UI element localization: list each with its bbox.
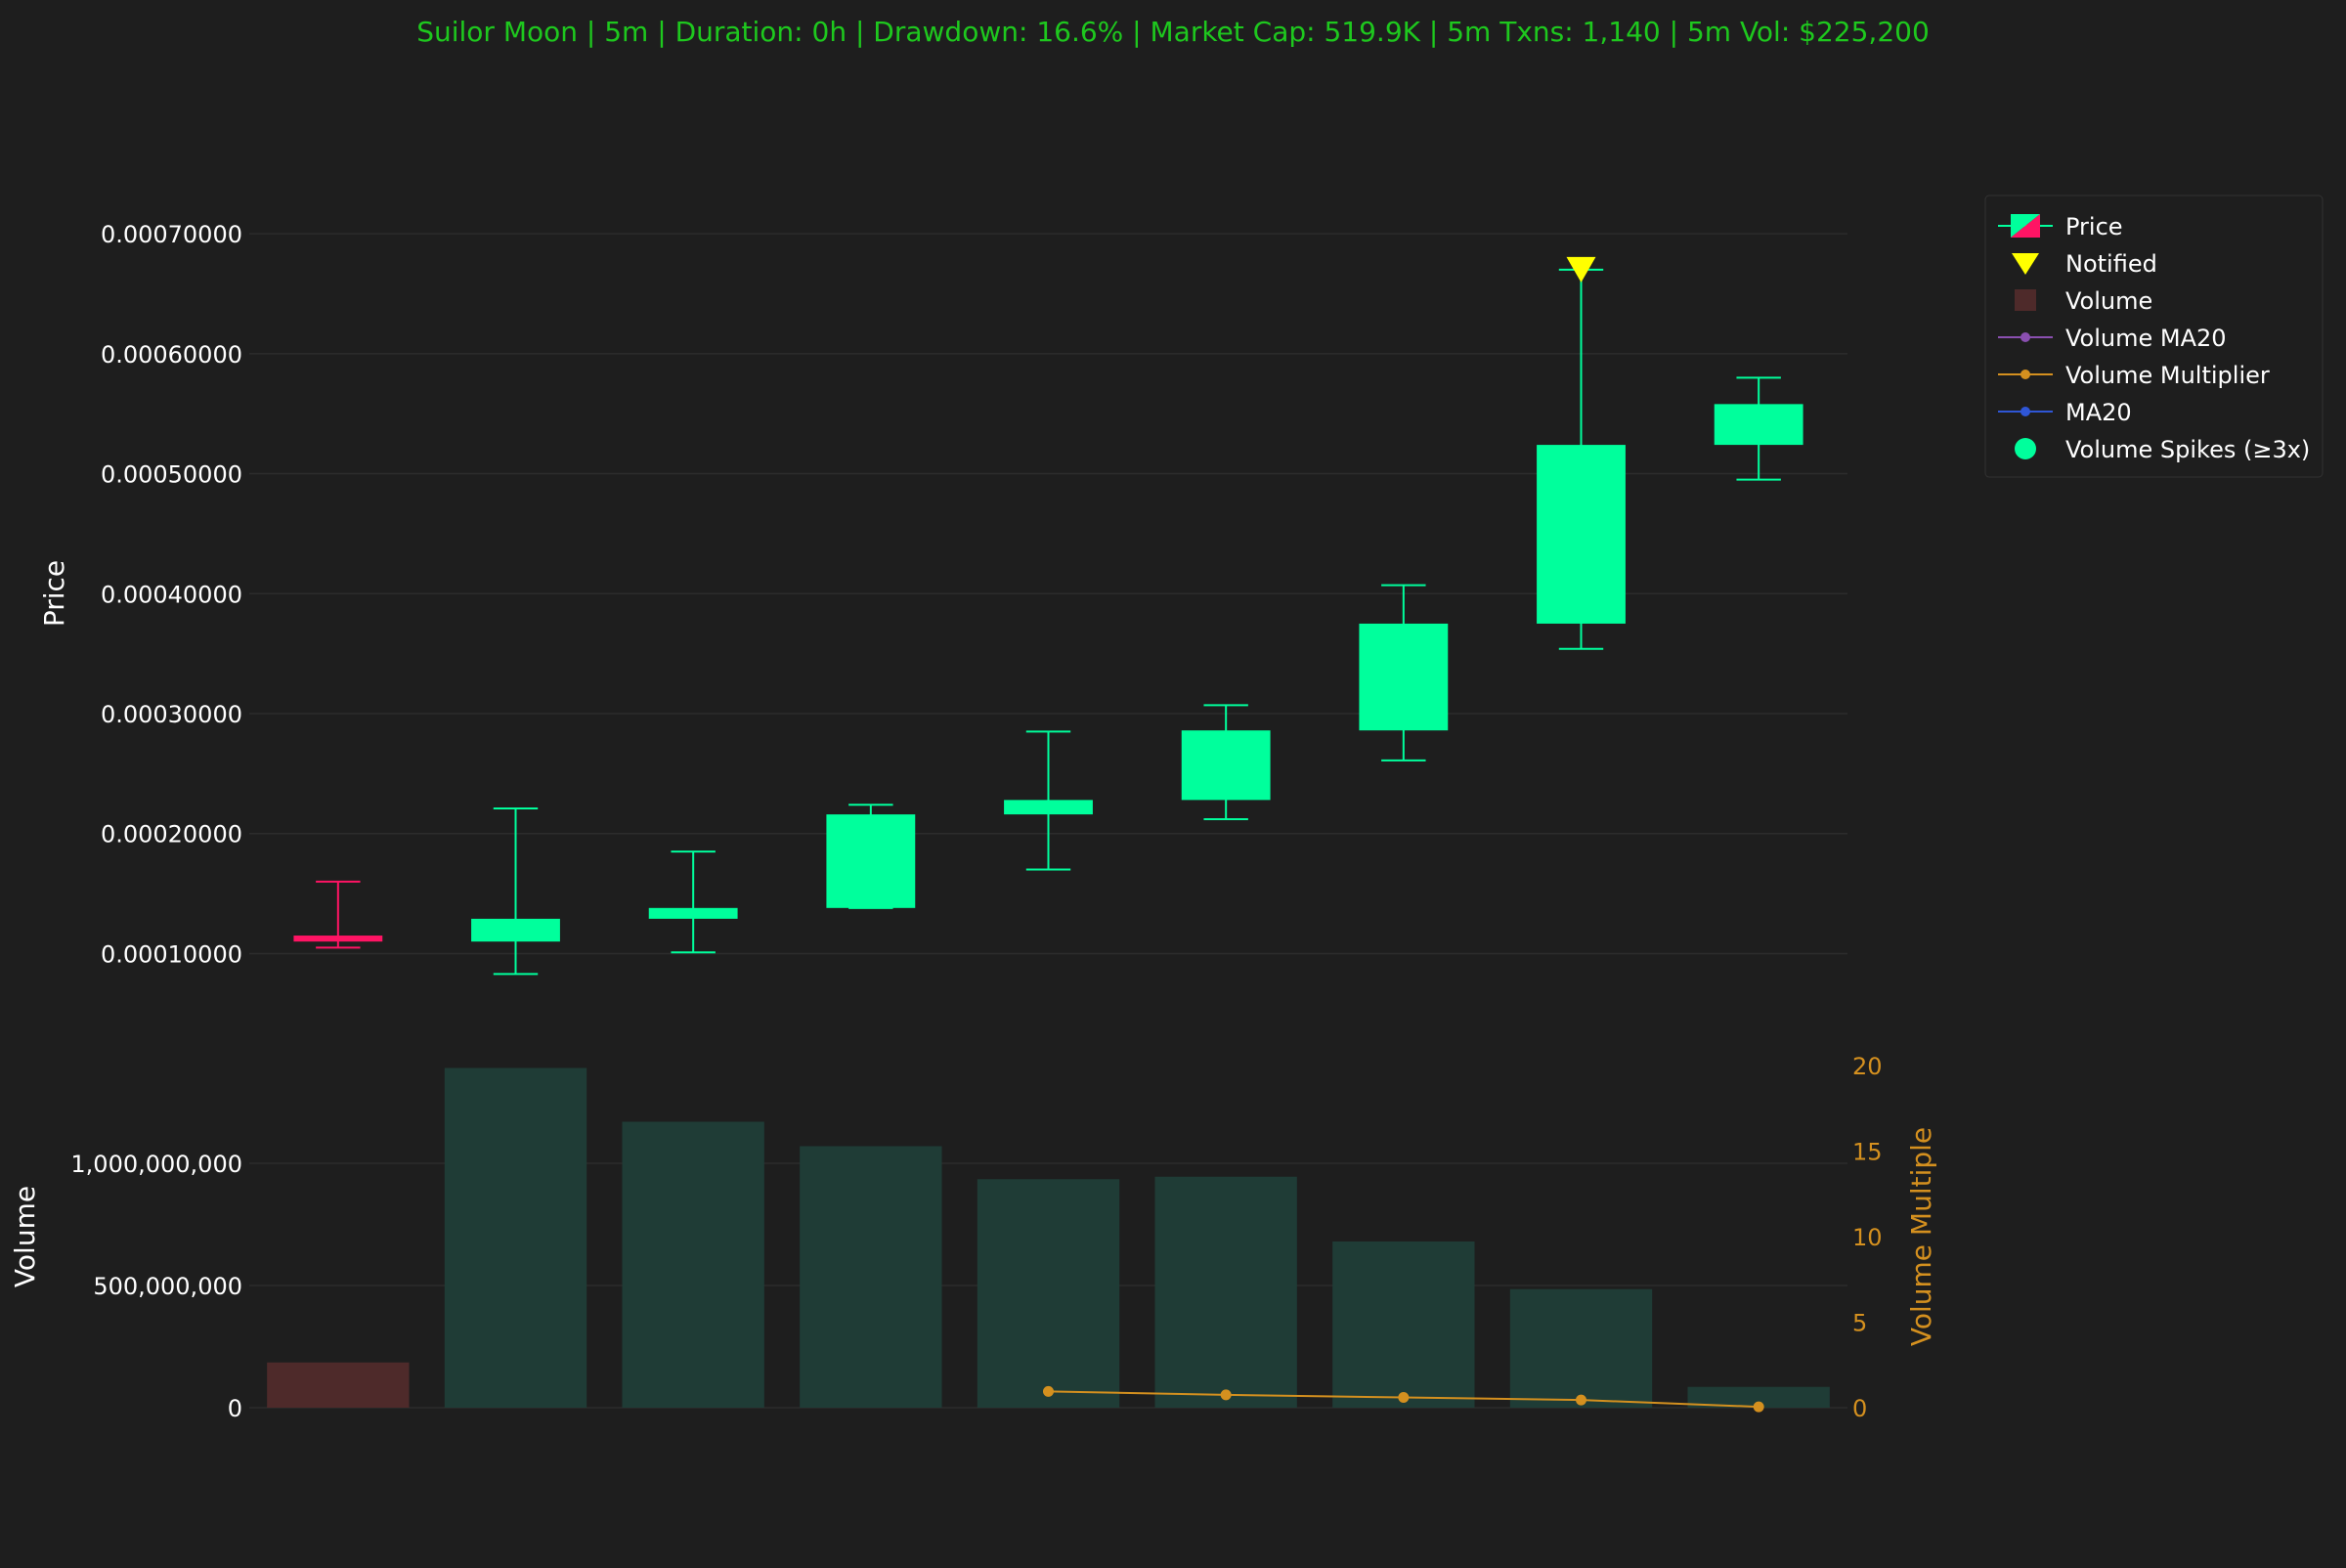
- legend-item: Volume: [2015, 287, 2152, 315]
- volume-bar: [800, 1146, 942, 1408]
- notified-marker: [1566, 256, 1596, 283]
- legend-item: MA20: [1998, 399, 2132, 426]
- multiplier-point: [1753, 1401, 1764, 1413]
- chart-title: Suilor Moon | 5m | Duration: 0h | Drawdo…: [416, 16, 1930, 48]
- multiplier-tick-label: 5: [1852, 1310, 1867, 1337]
- legend-item-label: Volume Spikes (≥3x): [2065, 436, 2310, 463]
- candle: [1181, 704, 1271, 820]
- legend-items: Price Notified Volume Volume MA20 Volume Mul…: [1998, 213, 2310, 463]
- price-tick-label: 0.00050000: [101, 461, 242, 489]
- multiplier-point: [1043, 1385, 1054, 1397]
- price-tick-label: 0.00040000: [101, 581, 242, 608]
- volume-bar: [1154, 1176, 1297, 1408]
- candle: [648, 850, 738, 954]
- candle-body: [1537, 445, 1626, 624]
- candle-body: [1004, 800, 1093, 815]
- candle: [1359, 584, 1449, 762]
- candle-body: [1181, 730, 1271, 801]
- multiplier-tick-label: 10: [1852, 1224, 1883, 1251]
- volume-bar: [1687, 1386, 1830, 1408]
- legend-item: Price: [1998, 213, 2123, 240]
- price-axis: 0.00010000 0.00020000 0.00030000 0.00040000…: [101, 221, 242, 968]
- candle-body: [1359, 623, 1449, 731]
- candle: [1714, 376, 1803, 481]
- price-tick-label: 0.00060000: [101, 341, 242, 369]
- multiplier-point: [1220, 1389, 1232, 1401]
- legend-item: Volume MA20: [1998, 325, 2227, 352]
- multiplier-tick-label: 15: [1852, 1139, 1883, 1166]
- volume-bar: [1509, 1288, 1653, 1408]
- candles: [293, 268, 1803, 976]
- volume-bars: [267, 1067, 1830, 1408]
- candle-body: [648, 907, 738, 919]
- multiplier-line: [1043, 1385, 1764, 1413]
- candle: [1004, 730, 1093, 871]
- candlestick-icon-down: [2011, 214, 2040, 238]
- legend-item-label: MA20: [2065, 399, 2132, 426]
- legend-item-label: Notified: [2065, 250, 2157, 278]
- line-marker-dot: [2020, 332, 2030, 342]
- legend-item-label: Price: [2065, 213, 2123, 240]
- candle-body: [293, 936, 383, 942]
- legend-item: Volume Multiplier: [1998, 362, 2270, 389]
- volume-bar: [1332, 1241, 1475, 1408]
- multiplier-axis: 0 5 10 15 20: [1852, 1053, 1883, 1422]
- volume-bar: [267, 1362, 410, 1408]
- legend-frame: [1984, 195, 2324, 478]
- multiplier-point: [1576, 1394, 1586, 1406]
- legend-item-label: Volume MA20: [2065, 325, 2227, 352]
- line-marker-dot: [2020, 370, 2030, 379]
- multiplier-tick-label: 20: [1852, 1053, 1883, 1080]
- candle: [1537, 268, 1626, 650]
- notified-markers: [1566, 256, 1596, 283]
- multiplier-tick-label: 0: [1852, 1395, 1867, 1422]
- candle-body: [826, 814, 916, 908]
- triangle-down-icon: [2012, 253, 2039, 275]
- candle: [471, 806, 560, 976]
- volume-axis-label: Volume: [9, 1186, 41, 1287]
- volume-tick-label: 0: [228, 1395, 242, 1422]
- price-tick-label: 0.00020000: [101, 821, 242, 849]
- volume-tick-label: 1,000,000,000: [70, 1151, 242, 1178]
- candle-body: [471, 918, 560, 942]
- legend: Price Notified Volume Volume MA20 Volume Mul…: [1984, 195, 2324, 478]
- price-tick-label: 0.00010000: [101, 940, 242, 968]
- volume-bar: [977, 1179, 1120, 1408]
- volume-tick-label: 500,000,000: [93, 1273, 242, 1300]
- legend-item-label: Volume Multiplier: [2065, 362, 2270, 389]
- price-axis-label: Price: [38, 560, 70, 627]
- volume-axis: 0 500,000,000 1,000,000,000: [70, 1151, 242, 1422]
- multiplier-point: [1398, 1392, 1410, 1403]
- multiplier-axis-label: Volume Multiple: [1905, 1127, 1937, 1346]
- legend-item-label: Volume: [2065, 287, 2152, 315]
- square-icon: [2015, 289, 2036, 311]
- legend-item: Notified: [2012, 250, 2157, 278]
- candle: [293, 880, 383, 949]
- circle-icon: [2015, 438, 2036, 459]
- candle-body: [1714, 404, 1803, 446]
- price-tick-label: 0.00030000: [101, 701, 242, 728]
- line-marker-dot: [2020, 407, 2030, 416]
- candle: [826, 804, 916, 909]
- legend-item: Volume Spikes (≥3x): [2015, 436, 2310, 463]
- price-tick-label: 0.00070000: [101, 221, 242, 248]
- volume-bar: [622, 1121, 764, 1408]
- volume-bar: [444, 1067, 587, 1408]
